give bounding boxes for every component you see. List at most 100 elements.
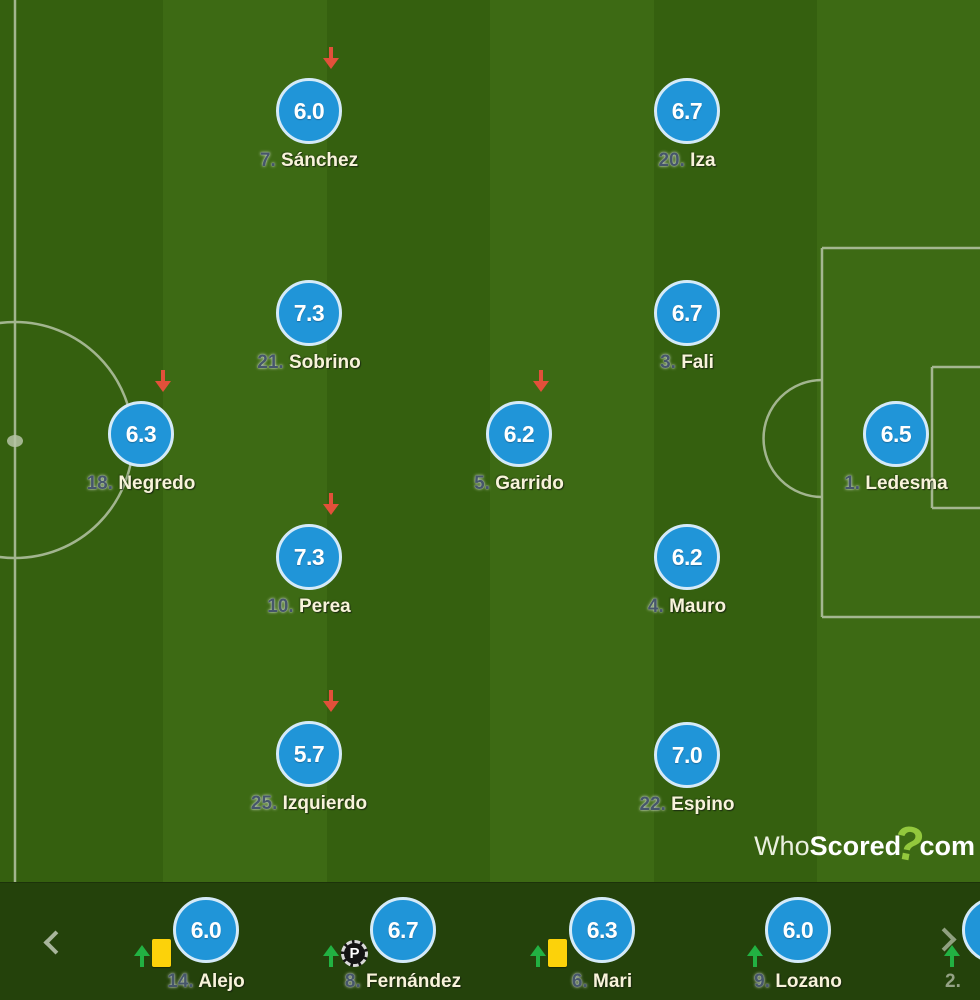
shirt-number: 21. [257, 352, 284, 373]
player-name: Mauro [669, 596, 727, 617]
shirt-number: 25. [250, 793, 278, 814]
rating-down-arrow-icon [323, 493, 339, 516]
rating-value: 6.0 [782, 916, 814, 943]
shirt-number: 3. [660, 352, 676, 373]
player-ledesma[interactable]: 6.5 1. Ledesma [821, 401, 971, 495]
player-iza[interactable]: 6.7 20. Iza [612, 78, 762, 172]
rating-value: 6.3 [586, 916, 618, 943]
rating-down-arrow-icon [323, 47, 339, 70]
subbed-on-icon [134, 944, 150, 967]
rating-bubble: 6.3 [569, 897, 635, 963]
rating-bubble: 7.0 [654, 722, 720, 788]
player-garrido[interactable]: 6.2 5. Garrido [444, 370, 594, 495]
rating-bubble: 7.3 [276, 524, 342, 590]
shirt-number: 8. [344, 971, 361, 992]
bench-status-icons [134, 939, 171, 967]
subbed-on-icon [944, 944, 960, 967]
rating-value: 6.0 [190, 916, 222, 943]
rating-bubble [962, 897, 980, 963]
yellow-card-icon [548, 939, 567, 967]
player-name: Ledesma [865, 473, 948, 494]
player-fali[interactable]: 6.7 3. Fali [612, 280, 762, 374]
player-label: 22. Espino [612, 794, 762, 816]
player-label: 20. Iza [612, 150, 762, 172]
player-label: 1. Ledesma [821, 473, 971, 495]
rating-value: 6.7 [671, 97, 703, 124]
rating-bubble: 5.7 [276, 721, 342, 787]
logo-scored: Scored [809, 831, 902, 861]
rating-value: 7.3 [293, 543, 325, 570]
bench-player-alejo[interactable]: 6.0 14. Alejo [131, 897, 281, 993]
shirt-number: 4. [647, 596, 664, 617]
rating-down-arrow-icon [155, 370, 171, 393]
rating-bubble: 6.7 [370, 897, 436, 963]
player-name: Garrido [495, 473, 564, 494]
bench-status-icons [944, 939, 960, 967]
player-name: Espino [671, 794, 735, 815]
penalty-arc [762, 378, 823, 499]
player-label: 21. Sobrino [234, 352, 384, 374]
rating-bubble: 6.5 [863, 401, 929, 467]
shirt-number: 2. [945, 971, 961, 992]
subbed-on-icon [530, 944, 546, 967]
bench-player-mari[interactable]: 6.3 6. Mari [527, 897, 677, 993]
rating-value: 6.7 [671, 299, 703, 326]
rating-bubble: 6.0 [276, 78, 342, 144]
player-name: Perea [298, 596, 351, 617]
subbed-on-icon [323, 944, 339, 967]
logo-com: com [919, 831, 975, 861]
rating-value: 6.3 [125, 420, 157, 447]
shirt-number: 9. [754, 971, 771, 992]
rating-bubble: 6.2 [654, 524, 720, 590]
player-label: 9. Lozano [723, 971, 873, 993]
player-label: 18. Negredo [66, 473, 216, 495]
player-label: 25. Izquierdo [234, 793, 384, 815]
shirt-number: 18. [86, 473, 114, 494]
rating-bubble: 6.0 [173, 897, 239, 963]
bench-status-icons [747, 939, 763, 967]
player-negredo[interactable]: 6.3 18. Negredo [66, 370, 216, 495]
yellow-card-icon [152, 939, 171, 967]
rating-value: 5.7 [293, 740, 325, 767]
subbed-on-icon [747, 944, 763, 967]
goal-box [930, 365, 980, 510]
player-name: Fali [681, 352, 714, 373]
bench-status-icons: P [323, 939, 368, 967]
player-name: Alejo [198, 971, 245, 992]
rating-value: 6.7 [387, 916, 419, 943]
player-sobrino[interactable]: 7.3 21. Sobrino [234, 280, 384, 374]
player-perea[interactable]: 7.3 10. Perea [234, 493, 384, 618]
player-name: Negredo [118, 473, 196, 494]
shirt-number: 1. [844, 473, 861, 494]
logo-who: Who [754, 831, 810, 861]
rating-down-arrow-icon [533, 370, 549, 393]
player-izquierdo[interactable]: 5.7 25. Izquierdo [234, 690, 384, 815]
player-mauro[interactable]: 6.2 4. Mauro [612, 524, 762, 618]
player-label: 7. Sánchez [234, 150, 384, 172]
bench-player-lozano[interactable]: 6.0 9. Lozano [723, 897, 873, 993]
player-label: 4. Mauro [612, 596, 762, 618]
player-sanchez[interactable]: 6.0 7. Sánchez [234, 47, 384, 172]
question-mark-icon: ? [889, 815, 928, 874]
bench-status-icons [530, 939, 567, 967]
player-label: 6. Mari [527, 971, 677, 993]
rating-value: 6.0 [293, 97, 325, 124]
shirt-number: 14. [167, 971, 194, 992]
player-label: 5. Garrido [444, 473, 594, 495]
whoscored-logo: Who Scored? com [754, 815, 975, 874]
player-name: Sánchez [281, 150, 359, 171]
rating-down-arrow-icon [323, 690, 339, 713]
player-label: 8. Fernández [328, 971, 478, 993]
player-name: Sobrino [288, 352, 361, 373]
shirt-number: 20. [658, 150, 685, 171]
rating-bubble: 6.3 [108, 401, 174, 467]
player-espino[interactable]: 7.0 22. Espino [612, 722, 762, 816]
shirt-number: 7. [259, 150, 276, 171]
bench-player-fernandez[interactable]: P 6.7 8. Fernández [323, 897, 478, 993]
player-label: 10. Perea [234, 596, 384, 618]
shirt-number: 5. [474, 473, 490, 494]
player-label: 14. Alejo [131, 971, 281, 993]
penalty-box [820, 246, 980, 619]
rating-bubble: 7.3 [276, 280, 342, 346]
